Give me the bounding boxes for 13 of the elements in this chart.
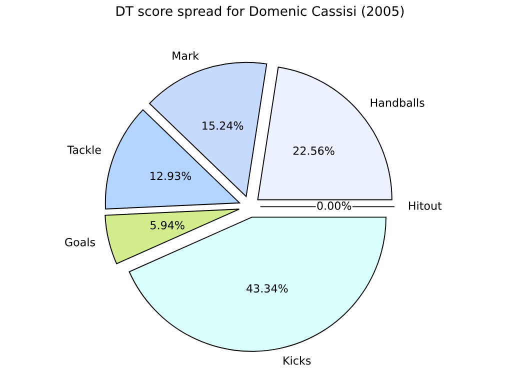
data-label: 15.24% <box>202 121 244 130</box>
data-label: 22.56% <box>293 146 334 155</box>
data-label: 43.34% <box>246 284 288 293</box>
category-label: Hitout <box>409 201 442 210</box>
slice-label: Tackle <box>67 145 101 154</box>
slice-label: Mark <box>172 51 199 60</box>
data-label: 12.93% <box>150 172 192 180</box>
data-label: 5.94% <box>150 220 184 230</box>
slice-label: Kicks <box>284 356 311 365</box>
text: 0.00% <box>317 202 352 210</box>
chart-title: DT score spread for Domenic Cassisi (2005) <box>116 6 404 19</box>
slice-label: Handballs <box>370 98 424 107</box>
slice-label: Goals <box>65 238 95 246</box>
